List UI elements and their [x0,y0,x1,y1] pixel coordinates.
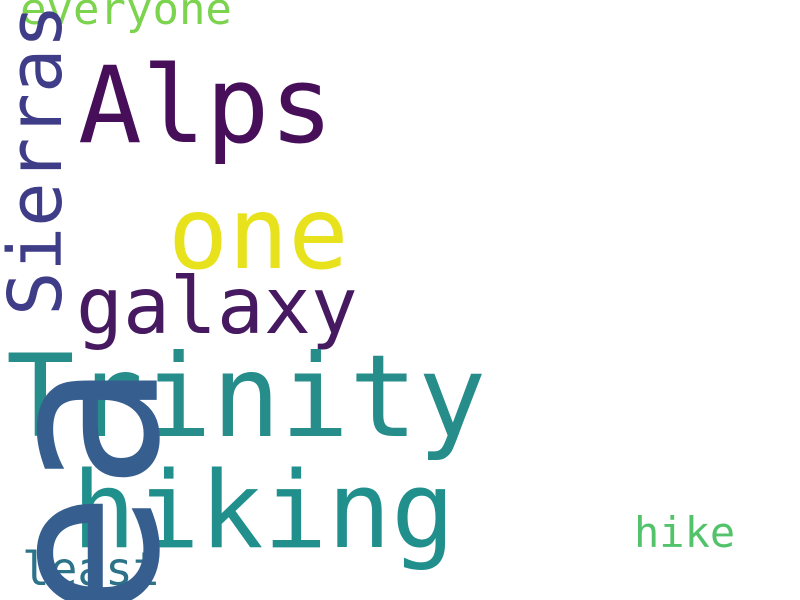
word-one: one [168,175,349,292]
word-least: least [22,542,161,596]
word-sierras-box: Sierras [0,0,79,320]
word-area-box: area [0,320,208,600]
word-trinity: Trinity [6,330,487,463]
word-hiking: hiking [72,449,455,572]
word-hike: hike [634,508,736,557]
word-galaxy: galaxy [76,262,358,352]
word-sierras: Sierras [0,4,79,316]
word-area: area [0,362,208,600]
word-alps: Alps [78,44,334,167]
word-everyone: everyone [20,0,232,35]
